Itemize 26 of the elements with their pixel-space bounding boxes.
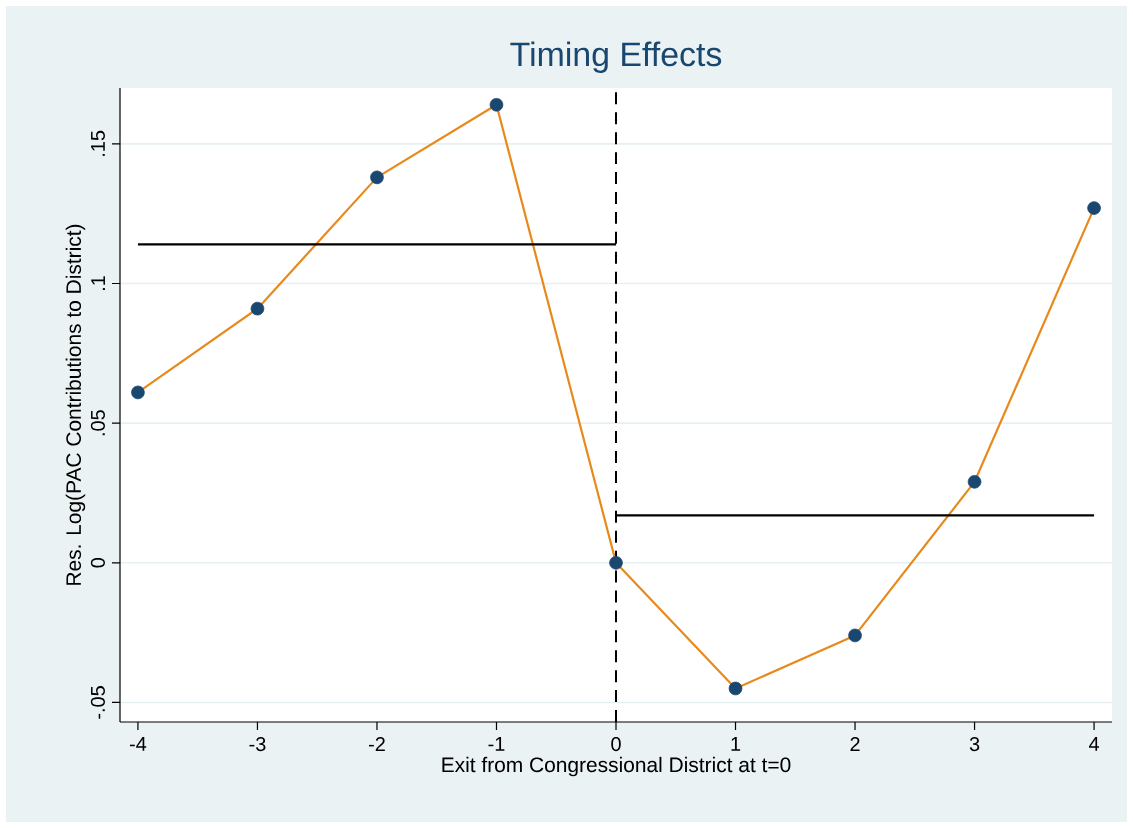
- point: [609, 556, 623, 570]
- x-tick-label: 1: [731, 737, 741, 751]
- x-tick-label: -1: [488, 737, 505, 751]
- point: [967, 475, 982, 489]
- x-tick-label: 3: [969, 737, 980, 752]
- x-tick-label: 2: [850, 737, 860, 751]
- y-tick-label: .05: [90, 410, 105, 436]
- point: [1087, 201, 1101, 215]
- y-tick-label: .1: [91, 276, 105, 290]
- point: [370, 170, 384, 185]
- point: [131, 385, 145, 400]
- x-tick-label: 0: [611, 737, 621, 752]
- point: [250, 301, 265, 316]
- x-tick-label: 4: [1089, 737, 1100, 751]
- y-tick-label: 0: [90, 558, 105, 568]
- x-tick-label: -4: [129, 737, 147, 751]
- y-axis-title: Res. Log(PAC Contributions to District): [65, 224, 86, 585]
- y-tick-label: -.05: [90, 686, 105, 719]
- point: [728, 681, 743, 696]
- y-tick-label: .15: [91, 130, 105, 156]
- point: [848, 628, 862, 643]
- x-tick-label: -2: [368, 737, 385, 751]
- x-axis-title: Exit from Congressional District at t=0: [442, 756, 791, 777]
- point: [489, 97, 504, 112]
- chart-title: Timing Effects: [510, 41, 722, 73]
- x-tick-label: -3: [249, 737, 266, 752]
